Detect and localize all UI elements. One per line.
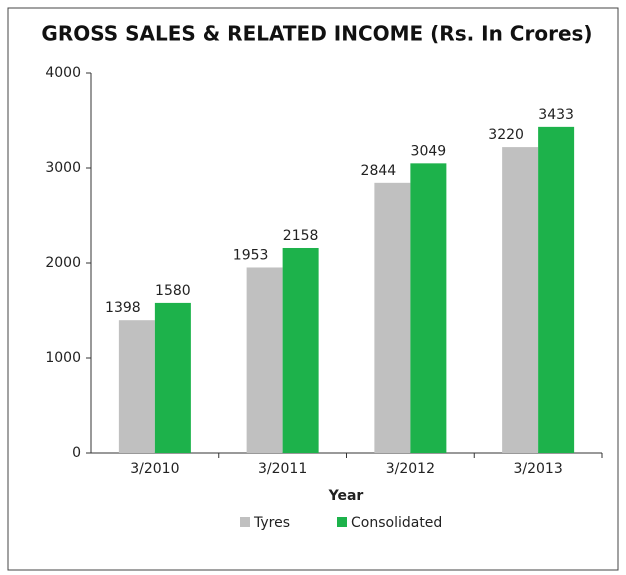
data-label: 3220 (488, 127, 524, 143)
legend-swatch (337, 517, 347, 527)
data-label: 1398 (105, 300, 141, 316)
legend-label: Consolidated (351, 515, 442, 531)
bar (502, 147, 539, 453)
data-label: 1953 (233, 247, 269, 263)
x-tick-label: 3/2012 (386, 461, 435, 477)
bar (410, 163, 447, 453)
y-tick-label: 0 (72, 445, 81, 461)
bar (538, 126, 575, 454)
y-tick-label: 4000 (45, 65, 81, 81)
y-tick-label: 2000 (45, 255, 81, 271)
x-tick-label: 3/2010 (130, 461, 179, 477)
y-tick-label: 1000 (45, 350, 81, 366)
bar (246, 267, 283, 453)
frame (7, 7, 619, 571)
legend-swatch (240, 517, 250, 527)
x-axis-label: Year (328, 488, 364, 504)
bar (282, 247, 319, 453)
y-tick-label: 3000 (45, 160, 81, 176)
chart-title: GROSS SALES & RELATED INCOME (Rs. In Cro… (41, 22, 592, 46)
x-tick-label: 3/2011 (258, 461, 307, 477)
bar (154, 302, 191, 453)
bar (118, 320, 155, 453)
bar (374, 182, 411, 453)
data-label: 2844 (361, 163, 397, 179)
legend-label: Tyres (253, 515, 290, 531)
data-label: 3433 (538, 107, 574, 123)
data-label: 1580 (155, 283, 191, 299)
x-tick-label: 3/2013 (513, 461, 562, 477)
data-label: 3049 (411, 143, 447, 159)
data-label: 2158 (283, 228, 319, 244)
